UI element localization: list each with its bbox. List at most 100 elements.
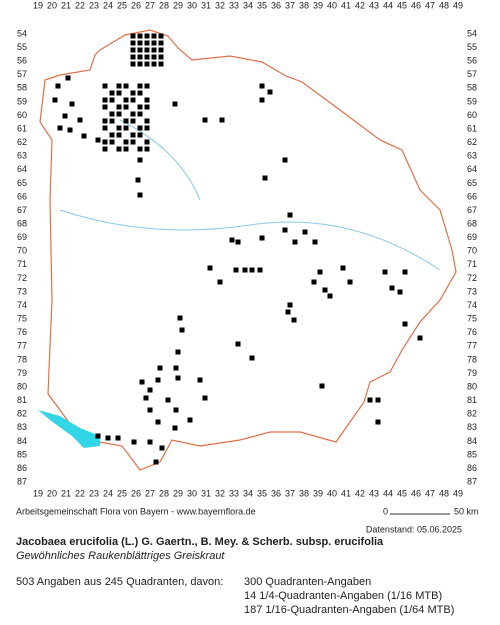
occurrence-square: [217, 279, 223, 285]
occurrence-square: [158, 33, 164, 39]
occurrence-square: [95, 433, 101, 439]
occurrence-square: [116, 90, 122, 96]
x-label: 48: [439, 0, 449, 10]
occurrence-square: [115, 435, 121, 441]
occurrence-square: [249, 355, 255, 361]
occurrence-square: [81, 133, 87, 139]
occurrence-square: [130, 118, 136, 124]
x-label: 38: [299, 488, 309, 498]
x-label: 43: [369, 0, 379, 10]
y-label: 60: [467, 110, 477, 120]
occurrence-square: [375, 419, 381, 425]
x-label: 28: [159, 488, 169, 498]
occurrence-square: [157, 365, 163, 371]
y-label: 85: [17, 449, 27, 459]
occurrence-square: [57, 125, 63, 131]
occurrence-square: [123, 104, 129, 110]
y-label: 77: [467, 341, 477, 351]
y-label: 86: [467, 463, 477, 473]
occurrence-square: [137, 192, 143, 198]
y-label: 82: [17, 409, 27, 419]
x-label: 31: [201, 488, 211, 498]
occurrence-square: [137, 125, 143, 131]
occurrence-square: [135, 177, 141, 183]
occurrence-square: [219, 117, 225, 123]
occurrence-square: [137, 90, 143, 96]
y-label: 74: [467, 300, 477, 310]
occurrence-square: [155, 377, 161, 383]
y-label: 69: [467, 232, 477, 242]
occurrence-square: [402, 269, 408, 275]
occurrence-square: [137, 157, 143, 163]
y-label: 61: [17, 123, 27, 133]
occurrence-square: [130, 90, 136, 96]
x-label: 45: [397, 488, 407, 498]
occurrence-square: [155, 419, 161, 425]
lake: [38, 410, 100, 448]
occurrence-square: [158, 40, 164, 46]
occurrence-square: [109, 90, 115, 96]
occurrence-square: [147, 407, 153, 413]
y-label: 75: [467, 314, 477, 324]
y-label: 77: [17, 341, 27, 351]
occurrence-square: [144, 97, 150, 103]
occurrence-square: [116, 104, 122, 110]
occurrence-square: [137, 54, 143, 60]
occurrence-square: [173, 365, 179, 371]
occurrence-square: [172, 101, 178, 107]
y-label: 85: [467, 449, 477, 459]
occurrence-square: [144, 104, 150, 110]
y-label: 70: [17, 246, 27, 256]
river: [119, 119, 201, 201]
x-label: 21: [61, 488, 71, 498]
occurrence-square: [249, 267, 255, 273]
y-label: 83: [467, 422, 477, 432]
y-label: 78: [17, 354, 27, 364]
x-label: 23: [89, 0, 99, 10]
occurrence-square: [159, 445, 165, 451]
x-label: 46: [411, 0, 421, 10]
y-label: 75: [17, 314, 27, 324]
occurrence-square: [259, 235, 265, 241]
occurrence-square: [144, 61, 150, 67]
y-label: 80: [17, 381, 27, 391]
occurrence-square: [130, 139, 136, 145]
x-label: 30: [187, 0, 197, 10]
occurrence-square: [302, 229, 308, 235]
occurrence-square: [123, 139, 129, 145]
y-label: 54: [467, 28, 477, 38]
occurrence-square: [151, 40, 157, 46]
occurrence-square: [137, 104, 143, 110]
x-label: 21: [61, 0, 71, 10]
x-label: 22: [75, 0, 85, 10]
occurrence-square: [375, 397, 381, 403]
x-label: 31: [201, 0, 211, 10]
occurrence-square: [173, 407, 179, 413]
x-label: 37: [285, 488, 295, 498]
occurrence-square: [235, 341, 241, 347]
occurrence-square: [65, 75, 71, 81]
y-label: 66: [467, 191, 477, 201]
occurrence-square: [292, 239, 298, 245]
x-label: 46: [411, 488, 421, 498]
y-label: 58: [17, 83, 27, 93]
x-label: 22: [75, 488, 85, 498]
occurrence-square: [282, 227, 288, 233]
y-label: 54: [17, 28, 27, 38]
occurrence-square: [311, 279, 317, 285]
x-label: 34: [243, 0, 253, 10]
occurrence-square: [137, 132, 143, 138]
occurrence-square: [143, 395, 149, 401]
y-label: 81: [17, 395, 27, 405]
x-label: 35: [257, 0, 267, 10]
x-label: 19: [33, 0, 43, 10]
x-label: 40: [327, 0, 337, 10]
x-label: 29: [173, 488, 183, 498]
y-label: 68: [467, 218, 477, 228]
occurrence-square: [172, 425, 178, 431]
occurrence-square: [322, 287, 328, 293]
x-label: 41: [341, 488, 351, 498]
occurrence-square: [151, 54, 157, 60]
occurrence-square: [312, 239, 318, 245]
y-label: 56: [467, 56, 477, 66]
